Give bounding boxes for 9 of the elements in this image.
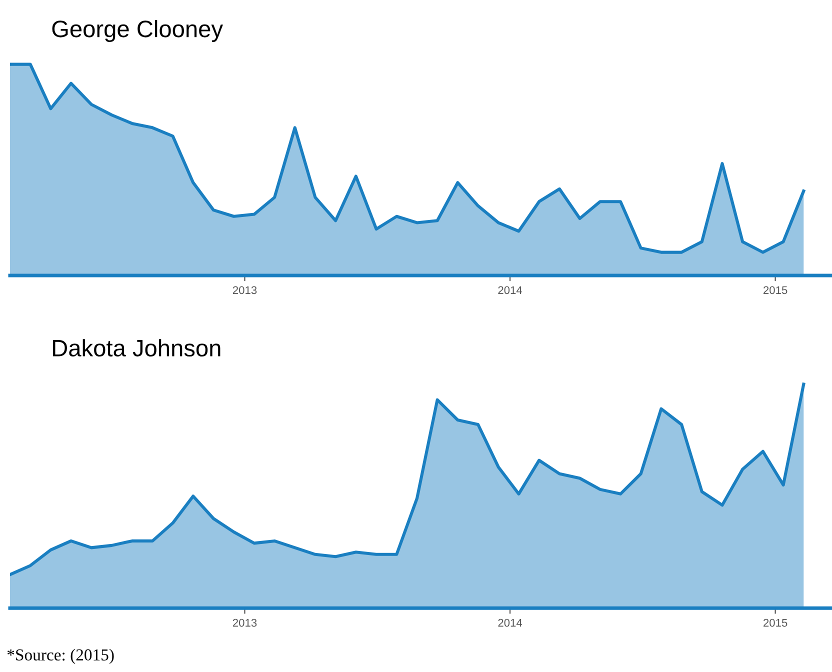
x-tick-label: 2015 <box>764 286 788 294</box>
x-tick-label: 2013 <box>232 286 257 294</box>
chart-title: George Clooney <box>52 20 223 42</box>
text: *Source: (2015) <box>7 648 114 664</box>
x-tick-label: 2013 <box>232 618 257 627</box>
x-tick-label: 2014 <box>498 618 522 627</box>
x-tick-label: 2014 <box>498 286 522 294</box>
x-tick-label: 2015 <box>764 618 788 627</box>
chart-title: Dakota Johnson <box>53 339 220 357</box>
